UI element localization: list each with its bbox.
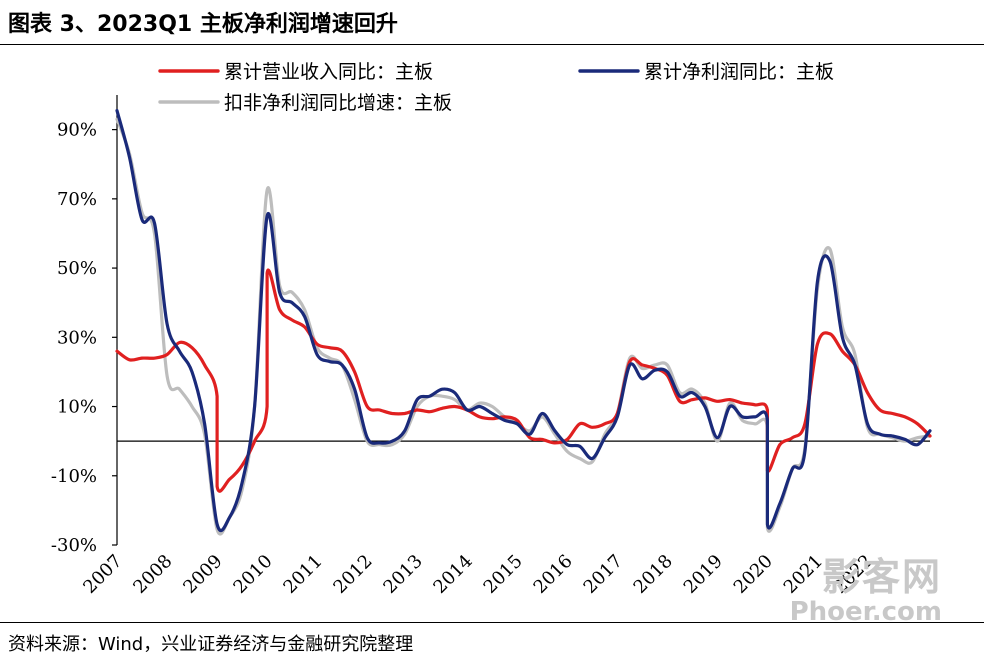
legend-item-revenue: 累计营业收入同比：主板 — [158, 61, 433, 83]
series-layer — [115, 109, 932, 536]
series-line-revenue — [115, 268, 932, 493]
x-tick-label: 2018 — [630, 551, 677, 598]
series-line-profit — [115, 109, 932, 532]
y-tick-label: 50% — [57, 258, 97, 279]
legend-item-profit: 累计净利润同比：主板 — [578, 61, 834, 83]
y-tick-label: 30% — [57, 327, 97, 348]
x-tick-label: 2017 — [580, 551, 627, 598]
watermark-cn: 影客网 — [821, 555, 942, 599]
y-tick-label: -30% — [51, 535, 97, 556]
figure-title: 图表 3、2023Q1 主板净利润增速回升 — [8, 12, 398, 37]
x-tick-label: 2012 — [329, 551, 376, 598]
x-tick-label: 2009 — [179, 551, 226, 598]
source-note: 资料来源：Wind，兴业证券经济与金融研究院整理 — [8, 634, 414, 655]
x-tick-label: 2010 — [229, 551, 276, 598]
watermark-en: Phoer.com — [789, 597, 942, 627]
y-tick-label: 90% — [57, 120, 97, 141]
x-tick-label: 2008 — [129, 551, 176, 598]
y-tick-label: 10% — [57, 397, 97, 418]
legend-label: 累计净利润同比：主板 — [644, 61, 834, 83]
x-tick-label: 2019 — [680, 551, 727, 598]
x-tick-label: 2013 — [379, 551, 426, 598]
y-tick-label: -10% — [51, 466, 97, 487]
legend-label: 累计营业收入同比：主板 — [224, 61, 433, 83]
y-tick-label: 70% — [57, 189, 97, 210]
legend-label: 扣非净利润同比增速：主板 — [224, 92, 452, 114]
x-tick-label: 2011 — [279, 551, 326, 598]
axes-layer: -30%-10%10%30%50%70%90%2007 2008 2009 2010 2… — [51, 95, 930, 598]
x-tick-label: 2015 — [480, 551, 527, 598]
legend-item-deducted: 扣非净利润同比增速：主板 — [158, 92, 452, 114]
footer-divider — [0, 622, 984, 623]
x-tick-label: 2020 — [730, 551, 777, 598]
x-tick-label: 2007 — [79, 551, 126, 598]
watermark: 影客网 Phoer.com — [790, 556, 942, 626]
title-divider — [0, 44, 984, 45]
x-tick-label: 2016 — [530, 551, 577, 598]
x-tick-label: 2014 — [430, 551, 477, 598]
